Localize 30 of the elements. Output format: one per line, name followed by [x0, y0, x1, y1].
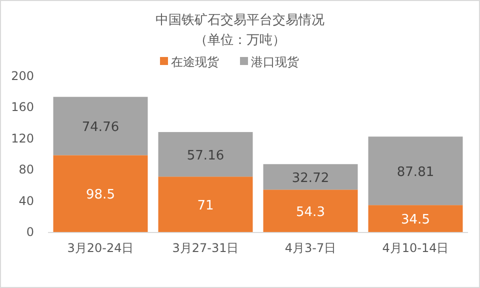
bar: [368, 136, 463, 206]
x-tick-label: 3月20-24日: [67, 241, 134, 255]
bar: [263, 164, 358, 190]
data-label: 71: [197, 198, 214, 214]
data-label: 34.5: [401, 212, 430, 228]
y-tick-label: 120: [11, 131, 34, 146]
bar: [53, 96, 148, 156]
x-tick-label: 4月10-14日: [382, 241, 449, 255]
legend-label: 港口现货: [251, 55, 299, 69]
y-tick-label: 40: [18, 194, 34, 208]
legend-label: 在途现货: [171, 55, 219, 69]
bar: [53, 155, 148, 232]
data-label: 57.16: [186, 148, 224, 164]
bar: [263, 190, 358, 232]
chart-subtitle: （单位：万吨）: [194, 33, 286, 48]
y-tick-label: 160: [11, 100, 34, 114]
data-label: 32.72: [292, 170, 330, 186]
x-tick-label: 4月3-7日: [284, 241, 336, 255]
data-label: 98.5: [86, 188, 115, 203]
data-label: 74.76: [82, 120, 120, 136]
data-label: 54.3: [296, 204, 325, 220]
y-tick-label: 200: [11, 69, 34, 83]
data-label: 87.81: [396, 164, 434, 180]
bar: [158, 176, 253, 232]
y-tick-label: 0: [26, 225, 34, 239]
bar: [158, 132, 253, 177]
y-tick-label: 80: [18, 162, 34, 177]
chart-title: 中国铁矿石交易平台交易情况: [156, 12, 324, 28]
x-tick-label: 3月27-31日: [172, 241, 239, 255]
bar: [368, 205, 463, 232]
